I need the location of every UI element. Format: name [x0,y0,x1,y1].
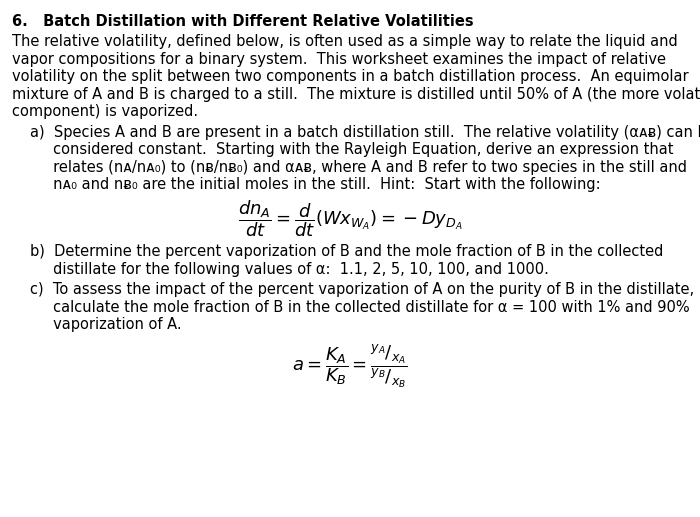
Text: vapor compositions for a binary system.  This worksheet examines the impact of r: vapor compositions for a binary system. … [12,52,666,67]
Text: considered constant.  Starting with the Rayleigh Equation, derive an expression : considered constant. Starting with the R… [30,142,673,157]
Text: component) is vaporized.: component) is vaporized. [12,104,198,119]
Text: calculate the mole fraction of B in the collected distillate for α = 100 with 1%: calculate the mole fraction of B in the … [30,300,690,315]
Text: volatility on the split between two components in a batch distillation process. : volatility on the split between two comp… [12,69,689,84]
Text: c)  To assess the impact of the percent vaporization of A on the purity of B in : c) To assess the impact of the percent v… [30,282,694,297]
Text: $a = \dfrac{K_A}{K_B} = \dfrac{{}^{y_A}/_{x_A}}{{}^{y_B}/_{x_B}}$: $a = \dfrac{K_A}{K_B} = \dfrac{{}^{y_A}/… [292,343,408,390]
Text: mixture of A and B is charged to a still.  The mixture is distilled until 50% of: mixture of A and B is charged to a still… [12,87,700,102]
Text: 6.   Batch Distillation with Different Relative Volatilities: 6. Batch Distillation with Different Rel… [12,14,474,29]
Text: relates (nᴀ/nᴀ₀) to (nᴃ/nᴃ₀) and αᴀᴃ, where A and B refer to two species in the : relates (nᴀ/nᴀ₀) to (nᴃ/nᴃ₀) and αᴀᴃ, wh… [30,160,687,175]
Text: a)  Species A and B are present in a batch distillation still.  The relative vol: a) Species A and B are present in a batc… [30,125,700,140]
Text: b)  Determine the percent vaporization of B and the mole fraction of B in the co: b) Determine the percent vaporization of… [30,244,664,259]
Text: $\dfrac{dn_A}{dt} = \dfrac{d}{dt}(Wx_{W_A}) = -Dy_{D_A}$: $\dfrac{dn_A}{dt} = \dfrac{d}{dt}(Wx_{W_… [237,199,463,239]
Text: distillate for the following values of α:  1.1, 2, 5, 10, 100, and 1000.: distillate for the following values of α… [30,262,549,277]
Text: vaporization of A.: vaporization of A. [30,317,181,332]
Text: The relative volatility, defined below, is often used as a simple way to relate : The relative volatility, defined below, … [12,34,678,49]
Text: nᴀ₀ and nᴃ₀ are the initial moles in the still.  Hint:  Start with the following: nᴀ₀ and nᴃ₀ are the initial moles in the… [30,177,601,192]
